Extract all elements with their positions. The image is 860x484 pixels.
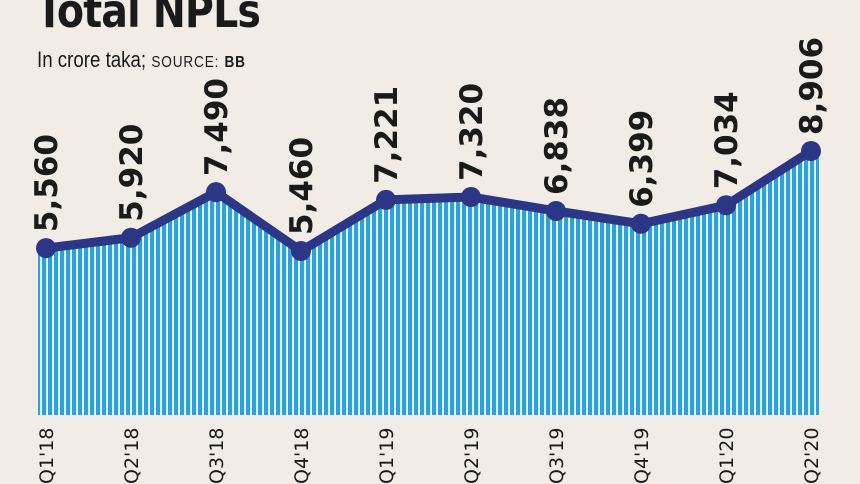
data-label-layer: 5,560 5,920 7,490 5,460 7,221 7,320 6,838 6,399… [29, 37, 830, 235]
x-tick-label: Q3'18 [206, 428, 228, 484]
x-tick-label: Q1'18 [36, 428, 58, 484]
x-tick-label: Q4'19 [631, 428, 653, 484]
x-tick-layer: Q1'18 Q2'18 Q3'18 Q4'18 Q1'19 Q2'19 Q3'19 Q4'19… [36, 428, 823, 484]
line-layer [41, 146, 816, 256]
data-point [36, 238, 56, 259]
chart-title: Total NPLs [36, 0, 261, 38]
x-tick-label: Q1'19 [376, 428, 398, 484]
data-label: 5,920 [114, 124, 150, 222]
data-label: 7,034 [709, 91, 745, 189]
x-tick-label: Q4'18 [291, 428, 313, 484]
data-point [461, 187, 481, 207]
data-point [121, 227, 141, 248]
npl-area [38, 151, 819, 415]
data-point [716, 195, 736, 216]
source-value: BB [224, 54, 246, 71]
data-label: 8,906 [794, 37, 830, 135]
data-point [376, 189, 396, 210]
npl-series-line [41, 146, 816, 256]
x-tick-label: Q3'19 [546, 428, 568, 484]
data-label: 7,221 [369, 86, 405, 184]
x-tick-label: Q2'20 [801, 428, 823, 484]
unit-label: In crore taka; [37, 47, 147, 72]
x-tick-label: Q2'19 [461, 428, 483, 484]
data-label: 6,399 [624, 110, 660, 208]
source-label: SOURCE: [151, 54, 220, 71]
data-point [631, 213, 651, 234]
data-label: 5,560 [29, 134, 65, 232]
area-layer [38, 151, 819, 415]
data-point [801, 141, 821, 161]
chart-subtitle: In crore taka; SOURCE: BB [37, 47, 246, 73]
x-tick-label: Q1'20 [716, 428, 738, 484]
point-layer [36, 141, 821, 261]
x-tick-label: Q2'18 [121, 428, 143, 484]
data-label: 5,460 [284, 137, 320, 235]
data-label: 7,320 [454, 83, 490, 181]
data-label: 7,490 [199, 78, 235, 176]
data-point [291, 241, 311, 261]
data-point [546, 201, 566, 221]
data-label: 6,838 [539, 97, 575, 195]
data-point [206, 182, 226, 203]
